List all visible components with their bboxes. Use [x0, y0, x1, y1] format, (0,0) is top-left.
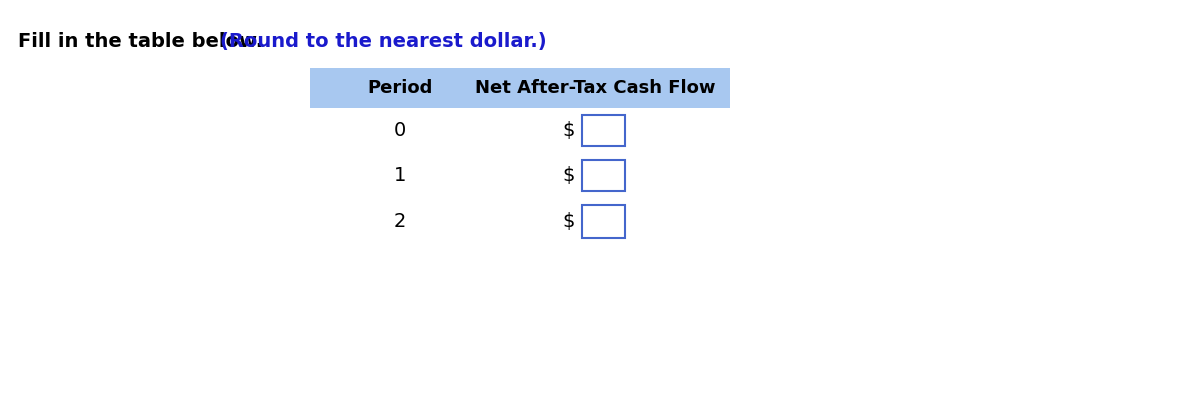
- Text: Net After-Tax Cash Flow: Net After-Tax Cash Flow: [475, 79, 715, 97]
- Bar: [582, 160, 625, 191]
- Text: 2: 2: [394, 212, 406, 231]
- Bar: [310, 68, 730, 108]
- Text: (Round to the nearest dollar.): (Round to the nearest dollar.): [220, 32, 547, 51]
- Text: $: $: [563, 121, 575, 140]
- Text: 0: 0: [394, 121, 406, 140]
- Text: Fill in the table below.: Fill in the table below.: [18, 32, 270, 51]
- Bar: [582, 205, 625, 238]
- Text: 1: 1: [394, 166, 406, 185]
- Text: $: $: [563, 212, 575, 231]
- Text: Period: Period: [367, 79, 433, 97]
- Bar: [582, 115, 625, 146]
- Text: $: $: [563, 166, 575, 185]
